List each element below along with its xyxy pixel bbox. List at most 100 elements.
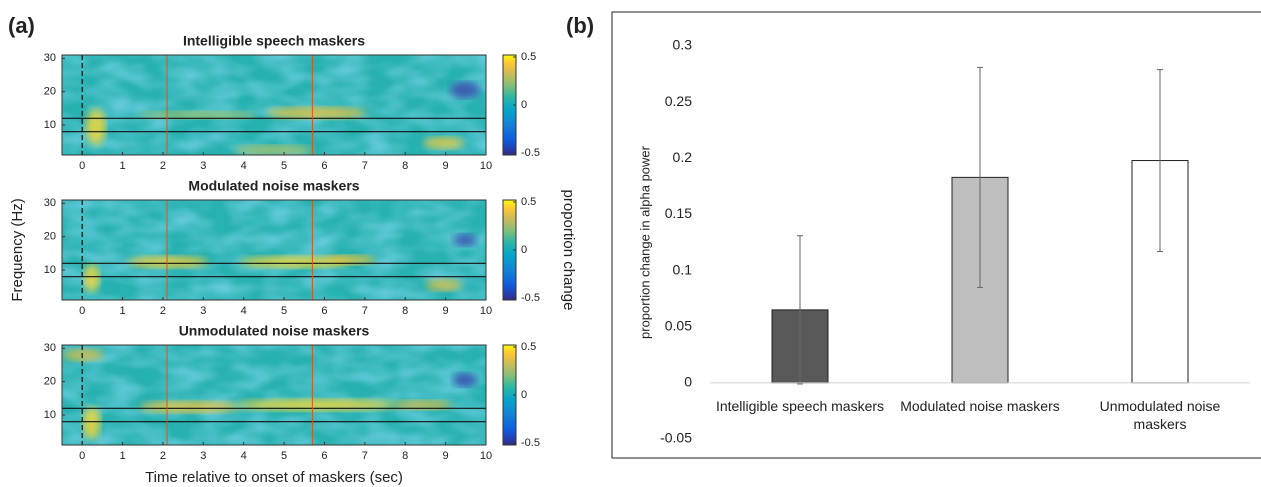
heatmap-blob — [240, 256, 351, 268]
y-tick-label: 30 — [44, 197, 56, 209]
x-tick-label: 7 — [362, 450, 368, 462]
x-axis-label: Time relative to onset of maskers (sec) — [145, 469, 403, 486]
colorbar-tick-label: 0 — [521, 389, 527, 401]
colorbar-tick-label: 0.5 — [521, 341, 536, 353]
y-tick-label: -0.05 — [660, 430, 692, 446]
heatmap-texture — [62, 345, 486, 445]
heatmap-texture — [62, 55, 486, 155]
x-tick-label: 5 — [281, 450, 287, 462]
x-tick-label: 6 — [321, 305, 327, 317]
x-tick-label: 0 — [79, 450, 85, 462]
plot-frame — [61, 54, 487, 156]
x-tick-label: 4 — [241, 450, 247, 462]
x-tick-label: 4 — [241, 160, 247, 172]
x-tick-label: 5 — [281, 305, 287, 317]
heatmap-title: Unmodulated noise maskers — [179, 323, 370, 339]
colorbar-tick-label: -0.5 — [521, 147, 540, 159]
heatmap — [62, 345, 486, 445]
heatmap-blob — [63, 349, 104, 361]
x-tick-label: 1 — [120, 305, 126, 317]
heatmap — [62, 55, 486, 155]
y-tick-label: 20 — [44, 231, 56, 243]
x-tick-label: 2 — [160, 160, 166, 172]
plot-frame — [61, 344, 487, 446]
x-tick-label: 7 — [362, 305, 368, 317]
panel-label: (a) — [8, 13, 35, 38]
colorbar-tick-label: -0.5 — [521, 437, 540, 449]
y-axis-label: Frequency (Hz) — [9, 198, 26, 301]
panel-label: (b) — [566, 13, 594, 38]
y-tick-label: 0.05 — [665, 317, 692, 333]
x-tick-label: 7 — [362, 160, 368, 172]
x-tick-label: 9 — [443, 160, 449, 172]
heatmap-blob — [137, 111, 258, 119]
y-tick-label: 0.25 — [665, 93, 692, 109]
y-tick-label: 0.1 — [673, 261, 693, 277]
y-tick-label: 0 — [684, 374, 692, 390]
plot-frame — [61, 199, 487, 301]
x-tick-label: 10 — [480, 450, 492, 462]
category-label: Modulated noise maskers — [900, 397, 1060, 414]
x-tick-label: 2 — [160, 450, 166, 462]
colorbar-tick-label: 0.5 — [521, 196, 536, 208]
x-tick-label: 9 — [443, 305, 449, 317]
heatmap-blob — [423, 137, 464, 149]
x-tick-label: 3 — [200, 450, 206, 462]
x-tick-label: 4 — [241, 305, 247, 317]
y-tick-label: 0.3 — [673, 37, 693, 53]
y-tick-label: 30 — [44, 52, 56, 64]
heatmap-texture — [62, 200, 486, 300]
y-axis-label: proportion change in alpha power — [637, 145, 652, 339]
y-tick-label: 10 — [44, 119, 56, 131]
heatmap-blob — [83, 264, 100, 292]
x-tick-label: 8 — [402, 450, 408, 462]
heatmap-title: Modulated noise maskers — [188, 178, 359, 194]
x-tick-label: 3 — [200, 160, 206, 172]
y-tick-label: 20 — [44, 86, 56, 98]
x-tick-label: 10 — [480, 305, 492, 317]
heatmap-blob — [425, 279, 462, 291]
heatmap-blob — [449, 82, 480, 98]
heatmap-blob — [85, 109, 106, 145]
x-tick-label: 1 — [120, 450, 126, 462]
y-tick-label: 0.15 — [665, 205, 692, 221]
x-tick-label: 8 — [402, 160, 408, 172]
heatmap-blob — [128, 256, 208, 268]
x-tick-label: 10 — [480, 160, 492, 172]
x-tick-label: 2 — [160, 305, 166, 317]
x-tick-label: 9 — [443, 450, 449, 462]
y-tick-label: 10 — [44, 264, 56, 276]
heatmap-blob — [452, 234, 477, 246]
heatmap-blob — [82, 407, 101, 439]
colorbar-tick-label: 0 — [521, 99, 527, 111]
heatmap-title: Intelligible speech maskers — [183, 33, 365, 49]
y-tick-label: 0.2 — [673, 149, 693, 165]
x-tick-label: 6 — [321, 450, 327, 462]
x-tick-label: 1 — [120, 160, 126, 172]
heatmap-blob — [392, 400, 453, 410]
heatmap-blob — [234, 145, 314, 155]
colorbar-label: proportion change — [560, 190, 577, 311]
panel-frame — [611, 11, 1261, 459]
x-tick-label: 8 — [402, 305, 408, 317]
colorbar-tick-label: 0.5 — [521, 51, 536, 63]
y-tick-label: 10 — [44, 409, 56, 421]
heatmap-blob — [236, 399, 397, 411]
x-tick-label: 0 — [79, 160, 85, 172]
x-tick-label: 3 — [200, 305, 206, 317]
x-tick-label: 6 — [321, 160, 327, 172]
heatmap-blob — [139, 401, 240, 413]
colorbar-tick-label: 0 — [521, 244, 527, 256]
x-tick-label: 5 — [281, 160, 287, 172]
category-label: Intelligible speech maskers — [715, 397, 885, 414]
x-tick-label: 0 — [79, 305, 85, 317]
heatmap-blob — [266, 107, 367, 119]
heatmap-blob — [325, 255, 376, 265]
y-tick-label: 20 — [44, 376, 56, 388]
heatmap — [62, 200, 486, 300]
colorbar-tick-label: -0.5 — [521, 292, 540, 304]
category-label: Unmodulated noise maskers — [1099, 397, 1221, 432]
heatmap-blob — [452, 373, 477, 387]
y-tick-label: 30 — [44, 342, 56, 354]
